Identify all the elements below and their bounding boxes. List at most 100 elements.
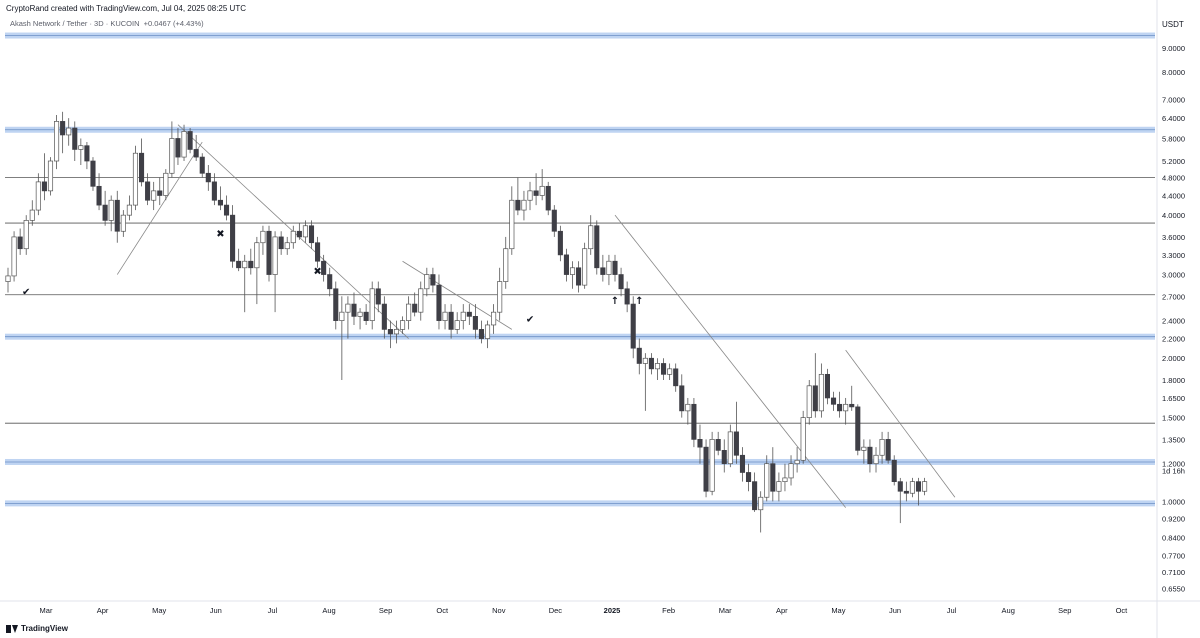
candle-body: [272, 236, 278, 275]
chart-marker: ✔: [526, 314, 534, 325]
x-tick-label: Nov: [492, 606, 506, 615]
candle-body: [630, 303, 636, 349]
candle-body: [770, 463, 776, 492]
attribution-text: CryptoRand created with TradingView.com,…: [6, 4, 246, 13]
y-tick-label: 1.3500: [1162, 435, 1185, 444]
candle-body: [132, 152, 139, 206]
candle-body: [375, 288, 381, 305]
candle-body: [497, 281, 503, 313]
candle-body: [29, 209, 35, 221]
y-tick-label: 2.2000: [1162, 335, 1185, 344]
candle-body: [830, 397, 837, 405]
candle-body: [169, 138, 175, 174]
x-tick-label: Aug: [322, 606, 335, 615]
trendline: [845, 349, 956, 498]
chart-marker: ✖: [216, 229, 224, 240]
candle-body: [193, 149, 199, 158]
candle-body: [478, 329, 485, 339]
candle-body: [891, 459, 897, 483]
candle-body: [339, 311, 345, 321]
candle-body: [691, 403, 697, 440]
chart-marker: ✔: [22, 287, 30, 298]
candle-body: [72, 127, 78, 150]
candle-body: [369, 288, 375, 321]
candle-body: [879, 439, 885, 456]
candle-body: [697, 439, 703, 448]
chart-marker: ↑: [635, 296, 643, 307]
y-tick-label: 5.8000: [1162, 134, 1185, 143]
candle-body: [66, 127, 72, 136]
candle-body: [715, 439, 721, 451]
candle-body: [321, 260, 327, 275]
candle-body: [764, 463, 770, 498]
y-tick-label: 4.8000: [1162, 174, 1185, 183]
x-tick-label: Jul: [268, 606, 278, 615]
y-tick-label: 5.2000: [1162, 157, 1185, 166]
candle-body: [248, 260, 254, 269]
x-tick-label: Dec: [549, 606, 563, 615]
candle-body: [509, 199, 515, 250]
symbol-name: Akash Network / Tether · 3D · KUCOIN: [10, 19, 140, 28]
candle-body: [387, 329, 393, 335]
candle-body: [739, 454, 746, 473]
candle-body: [515, 199, 521, 211]
y-tick-label: 4.4000: [1162, 191, 1185, 200]
price-change: +0.0467 (+4.43%): [143, 19, 204, 28]
candle-body: [393, 329, 400, 335]
candle-body: [157, 190, 163, 196]
trendline: [614, 214, 846, 508]
x-tick-label: Jun: [210, 606, 222, 615]
candle-body: [545, 185, 551, 211]
y-tick-label: 4.0000: [1162, 211, 1185, 220]
y-tick-label: 9.0000: [1162, 44, 1185, 53]
candle-body: [454, 320, 460, 330]
candle-body: [436, 284, 442, 321]
x-tick-label: Apr: [97, 606, 109, 615]
candle-body: [54, 121, 60, 162]
candle-body: [41, 181, 47, 192]
x-tick-label: Oct: [1116, 606, 1129, 615]
candle-body: [84, 145, 90, 162]
candle-body: [472, 316, 478, 330]
y-tick-label: 2.7000: [1162, 292, 1185, 301]
candle-body: [576, 267, 582, 286]
candle-body: [752, 481, 758, 511]
candle-body: [290, 230, 296, 244]
candle-body: [527, 190, 533, 201]
candle-body: [794, 459, 800, 465]
candle-body: [315, 242, 321, 262]
candle-body: [551, 209, 557, 232]
candle-body: [278, 236, 284, 250]
x-tick-label: 2025: [604, 606, 621, 615]
candle-body: [733, 431, 739, 456]
y-tick-label: 3.0000: [1162, 271, 1185, 280]
x-tick-label: Oct: [436, 606, 449, 615]
y-tick-label: 3.3000: [1162, 251, 1185, 260]
candle-body: [484, 324, 491, 339]
candle-body: [448, 311, 454, 330]
candle-body: [466, 311, 472, 317]
tradingview-logo[interactable]: TradingView: [6, 624, 68, 633]
candle-body: [60, 121, 66, 136]
y-tick-label: 7.0000: [1162, 96, 1185, 105]
tradingview-brand: TradingView: [21, 624, 68, 633]
candle-body: [612, 260, 618, 275]
candle-body: [533, 190, 539, 196]
y-tick-label: 0.6550: [1162, 585, 1185, 594]
candle-body: [412, 303, 418, 313]
candle-body: [503, 248, 509, 282]
candle-body: [915, 481, 922, 492]
candle-body: [102, 204, 108, 221]
x-tick-label: Jul: [947, 606, 957, 615]
candle-body: [569, 267, 576, 275]
y-tick-label: 0.7700: [1162, 551, 1185, 560]
candle-body: [47, 160, 54, 192]
candle-body: [187, 131, 193, 150]
y-tick-label: 6.4000: [1162, 114, 1185, 123]
candle-body: [266, 230, 272, 275]
y-tick-label: 2.0000: [1162, 354, 1185, 363]
candle-body: [199, 156, 205, 174]
candle-body: [758, 496, 764, 511]
candle-body: [654, 363, 661, 370]
